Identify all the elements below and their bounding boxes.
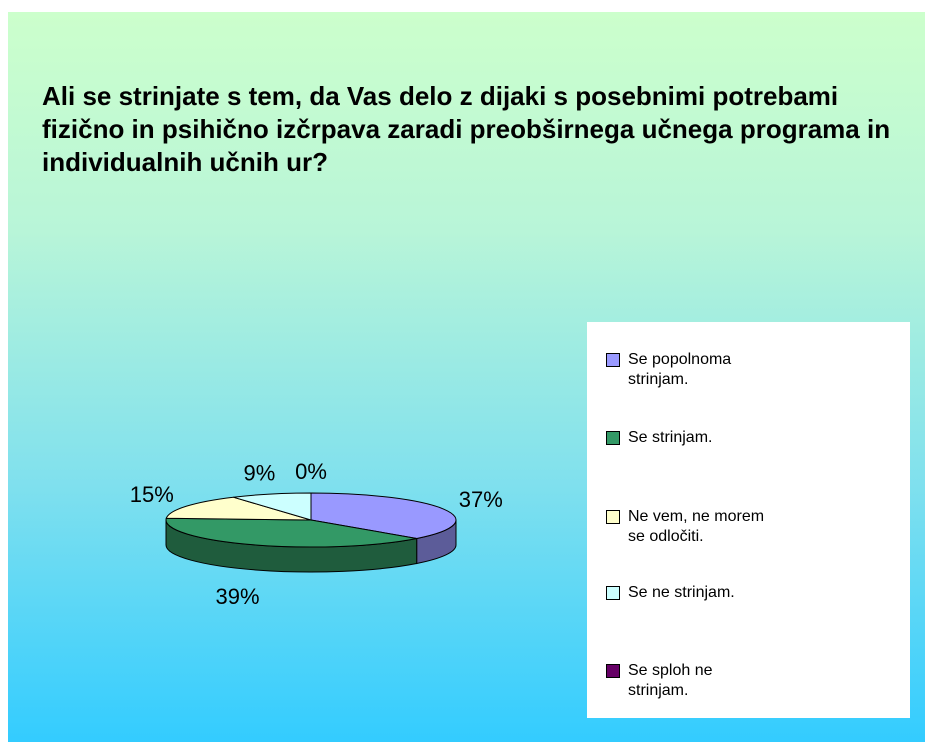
pie-slice	[165, 496, 312, 521]
legend-entry: Se popolnoma strinjam.	[606, 350, 773, 390]
data-label: 0%	[295, 459, 327, 484]
legend-swatch	[606, 510, 620, 524]
legend-swatch	[606, 664, 620, 678]
slide: Ali se strinjate s tem, da Vas delo z di…	[8, 12, 925, 742]
pie-slice	[310, 492, 457, 539]
data-label: 9%	[243, 461, 275, 486]
legend-swatch	[606, 586, 620, 600]
legend-entry: Se strinjam.	[606, 428, 773, 448]
legend-swatch	[606, 353, 620, 367]
legend-label: Ne vem, ne morem se odločiti.	[628, 508, 765, 545]
data-label: 37%	[459, 487, 503, 512]
legend: Se popolnoma strinjam. Se strinjam. Ne vem…	[587, 322, 910, 718]
legend-entry: Ne vem, ne morem se odločiti.	[606, 507, 773, 547]
pie-slice	[165, 517, 417, 548]
legend-entry: Se sploh ne strinjam.	[606, 661, 773, 701]
pie-slice	[233, 492, 312, 521]
data-label: 39%	[216, 584, 260, 609]
legend-label: Se strinjam.	[628, 429, 713, 446]
legend-label: Se sploh ne strinjam.	[628, 662, 713, 699]
legend-entry: Se ne strinjam.	[606, 583, 773, 603]
pie-chart: 37% 39% 15% 9% 0%	[130, 459, 503, 609]
legend-label: Se ne strinjam.	[628, 584, 735, 601]
legend-label: Se popolnoma strinjam.	[628, 351, 732, 388]
data-label: 15%	[130, 482, 174, 507]
chart-title: Ali se strinjate s tem, da Vas delo z di…	[42, 81, 891, 177]
legend-swatch	[606, 431, 620, 445]
